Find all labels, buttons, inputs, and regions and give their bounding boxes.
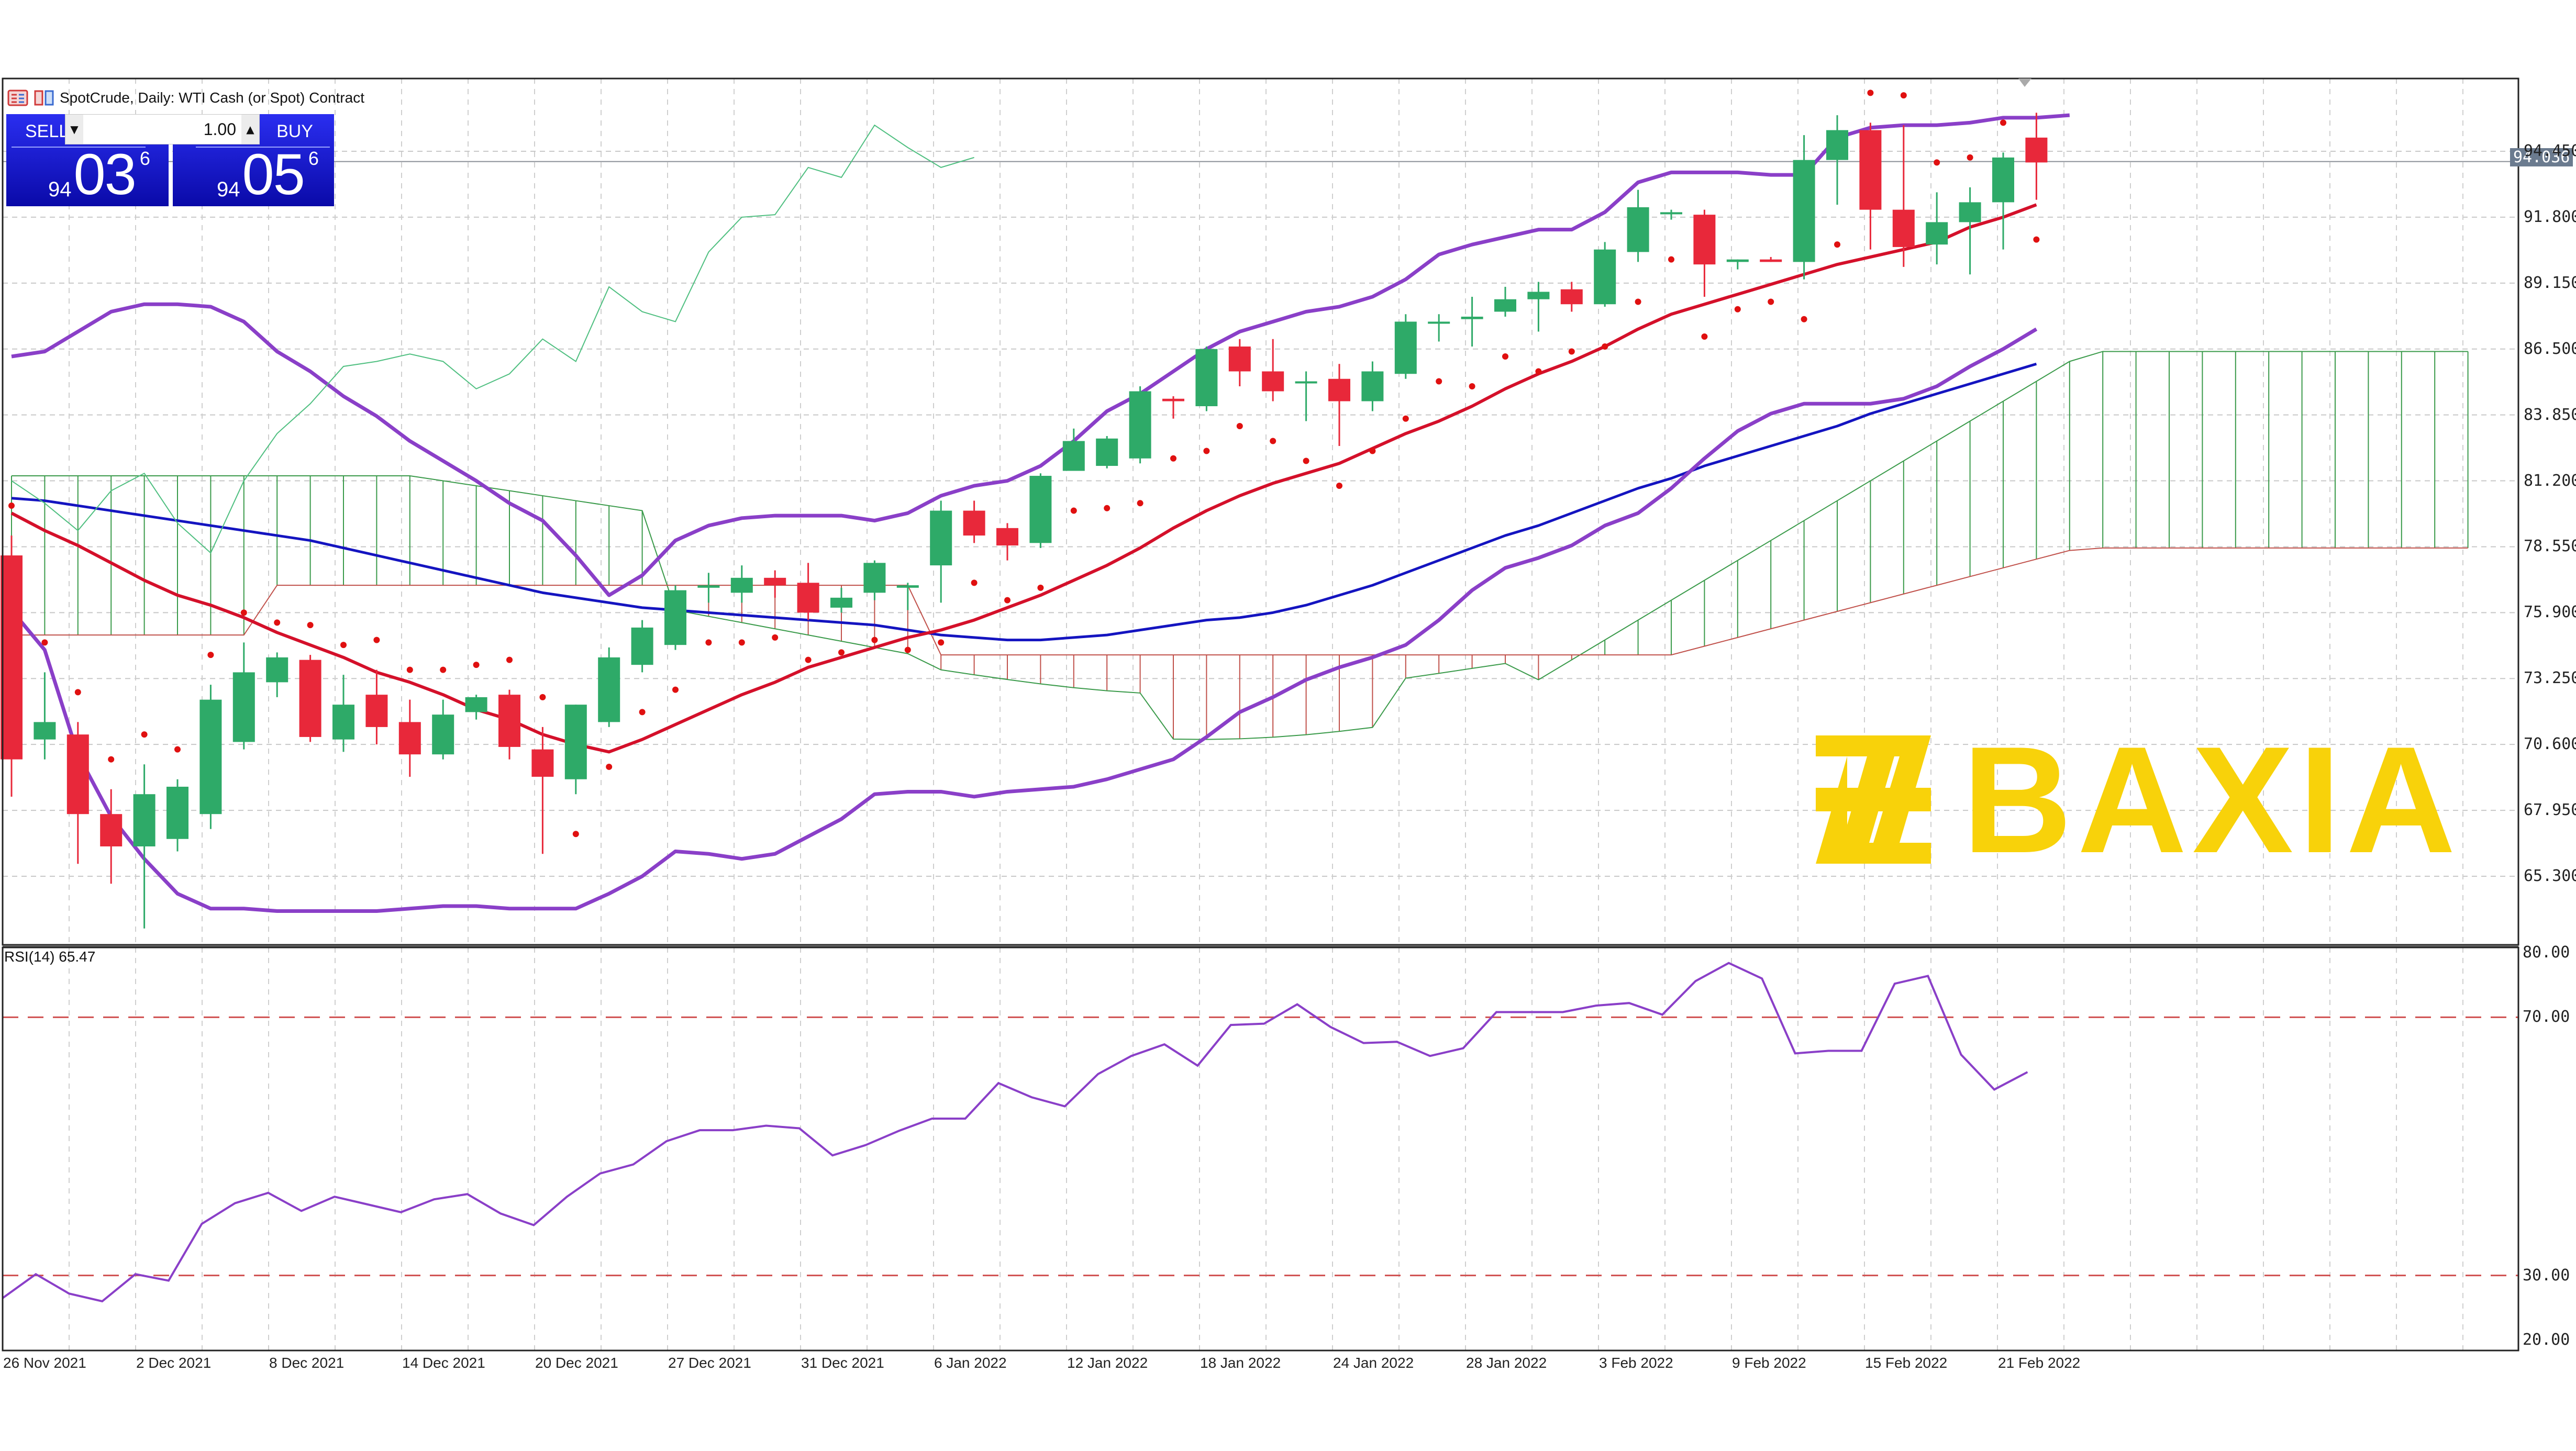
rsi-axis-label: 80.00 — [2523, 943, 2570, 962]
time-axis-label: 20 Dec 2021 — [535, 1355, 618, 1371]
time-axis-label: 9 Feb 2022 — [1732, 1355, 1806, 1371]
rsi-line — [2, 962, 2028, 1303]
time-axis-label: 2 Dec 2021 — [136, 1355, 212, 1371]
price-axis-label: 89.150 — [2524, 273, 2576, 292]
lot-increase-button[interactable]: ▲ — [241, 115, 259, 144]
time-axis-label: 21 Feb 2022 — [1998, 1355, 2081, 1371]
rsi-axis-label: 30.00 — [2523, 1266, 2570, 1285]
price-axis-label: 65.300 — [2524, 867, 2576, 885]
candlesticks — [1, 113, 2048, 929]
price-axis-label: 94.450 — [2524, 142, 2576, 160]
time-axis-label: 3 Feb 2022 — [1599, 1355, 1673, 1371]
baxia-logo: BAXIA — [1816, 715, 2461, 885]
buy-price: 94 05 6 — [217, 142, 319, 207]
time-axis-label: 24 Jan 2022 — [1333, 1355, 1414, 1371]
buy-label: BUY — [276, 121, 313, 141]
time-axis-label: 12 Jan 2022 — [1067, 1355, 1148, 1371]
triangle-down-icon: ▼ — [70, 123, 79, 136]
current-price-tag: 94.036 — [2510, 148, 2573, 166]
rsi-indicator-label: RSI(14) 65.47 — [4, 948, 96, 965]
price-axis-label: 73.250 — [2524, 669, 2576, 688]
time-axis-label: 8 Dec 2021 — [269, 1355, 345, 1371]
price-axis-label: 70.600 — [2524, 735, 2576, 754]
baxia-logo-icon — [1816, 735, 1931, 864]
one-click-trading-icon[interactable] — [34, 89, 54, 107]
price-axis-label: 67.950 — [2524, 801, 2576, 820]
chart-title: SpotCrude, Daily: WTI Cash (or Spot) Con… — [60, 90, 364, 106]
chart-title-bar: SpotCrude, Daily: WTI Cash (or Spot) Con… — [7, 86, 364, 110]
one-click-trading-panel: SELL 94 03 6 BUY 94 05 6 ▼ 1.00 ▲ — [6, 114, 334, 206]
price-axis-label: 78.550 — [2524, 537, 2576, 556]
time-axis-label: 14 Dec 2021 — [402, 1355, 485, 1371]
lot-size-stepper[interactable]: ▼ 1.00 ▲ — [65, 114, 260, 144]
price-axis-label: 81.200 — [2524, 471, 2576, 490]
market-watch-icon[interactable] — [7, 89, 28, 107]
time-axis-label: 26 Nov 2021 — [3, 1355, 86, 1371]
time-axis-label: 31 Dec 2021 — [801, 1355, 884, 1371]
rsi-axis-label: 70.00 — [2523, 1008, 2570, 1026]
sell-price: 94 03 6 — [48, 142, 150, 207]
time-axis-label: 18 Jan 2022 — [1200, 1355, 1281, 1371]
current-bar-marker — [2018, 79, 2031, 87]
chart-frames — [2, 77, 2519, 1352]
time-axis-label: 6 Jan 2022 — [934, 1355, 1007, 1371]
triangle-up-icon: ▲ — [246, 123, 254, 136]
time-axis-label: 28 Jan 2022 — [1466, 1355, 1547, 1371]
chart-grid — [3, 79, 2518, 1350]
price-axis-label: 75.900 — [2524, 603, 2576, 622]
lot-size-input[interactable]: 1.00 — [203, 120, 236, 139]
rsi-axis-label: 20.00 — [2523, 1331, 2570, 1349]
ichimoku-cloud — [11, 351, 2469, 740]
time-axis-label: 15 Feb 2022 — [1865, 1355, 1948, 1371]
lot-decrease-button[interactable]: ▼ — [65, 115, 83, 144]
price-axis-label: 83.850 — [2524, 405, 2576, 424]
logo-text: BAXIA — [1962, 715, 2461, 885]
price-axis-label: 86.500 — [2524, 339, 2576, 358]
time-axis-label: 27 Dec 2021 — [668, 1355, 751, 1371]
sell-label: SELL — [25, 121, 69, 141]
price-axis-label: 91.800 — [2524, 207, 2576, 226]
indicator-lines — [8, 90, 2070, 913]
